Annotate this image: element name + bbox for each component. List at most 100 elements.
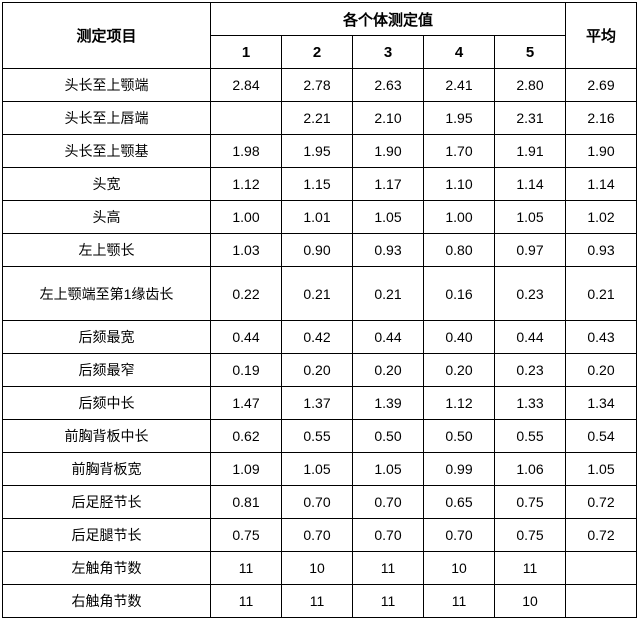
value-cell: 0.40: [423, 320, 495, 354]
value-cell: 1.95: [281, 134, 353, 168]
table-row: 前胸背板宽 1.09 1.05 1.05 0.99 1.06 1.05: [2, 452, 637, 486]
average-cell: 1.05: [565, 452, 637, 486]
value-cell: 1.17: [352, 167, 424, 201]
row-label: 头长至上唇端: [2, 101, 211, 135]
value-cell: 11: [494, 551, 566, 585]
value-cell: 10: [281, 551, 353, 585]
value-cell: 1.05: [352, 200, 424, 234]
row-label: 头宽: [2, 167, 211, 201]
value-cell: 0.50: [423, 419, 495, 453]
header-individual-values: 各个体测定值: [210, 2, 566, 36]
value-cell: 0.50: [352, 419, 424, 453]
row-label: 右触角节数: [2, 584, 211, 618]
table-row: 前胸背板中长 0.62 0.55 0.50 0.50 0.55 0.54: [2, 419, 637, 453]
table-row: 头长至上颚端 2.84 2.78 2.63 2.41 2.80 2.69: [2, 68, 637, 102]
value-cell: 0.44: [210, 320, 282, 354]
value-cell: 11: [352, 551, 424, 585]
value-cell: 1.05: [352, 452, 424, 486]
table-row: 后足腿节长 0.75 0.70 0.70 0.70 0.75 0.72: [2, 518, 637, 552]
value-cell: 2.63: [352, 68, 424, 102]
average-cell: 1.02: [565, 200, 637, 234]
table-row: 后颏最宽 0.44 0.42 0.44 0.40 0.44 0.43: [2, 320, 637, 354]
row-label: 后足腿节长: [2, 518, 211, 552]
value-cell: 0.23: [494, 353, 566, 387]
row-label: 左触角节数: [2, 551, 211, 585]
row-label: 后颏最窄: [2, 353, 211, 387]
value-cell: 1.05: [494, 200, 566, 234]
average-cell: 0.93: [565, 233, 637, 267]
value-cell: 0.75: [210, 518, 282, 552]
table-row: 左上颚长 1.03 0.90 0.93 0.80 0.97 0.93: [2, 233, 637, 267]
value-cell: 0.20: [423, 353, 495, 387]
value-cell: 1.98: [210, 134, 282, 168]
value-cell: 11: [423, 584, 495, 618]
table-row: 头宽 1.12 1.15 1.17 1.10 1.14 1.14: [2, 167, 637, 201]
table-row: 后颏最窄 0.19 0.20 0.20 0.20 0.23 0.20: [2, 353, 637, 387]
row-label: 后颏中长: [2, 386, 211, 420]
average-cell: 0.20: [565, 353, 637, 387]
value-cell: 0.70: [281, 485, 353, 519]
average-cell: 1.34: [565, 386, 637, 420]
value-cell: 0.42: [281, 320, 353, 354]
value-cell: 0.90: [281, 233, 353, 267]
value-cell: 11: [352, 584, 424, 618]
header-average: 平均: [565, 2, 637, 69]
value-cell: 0.55: [281, 419, 353, 453]
value-cell: 0.70: [352, 518, 424, 552]
value-cell: 1.03: [210, 233, 282, 267]
row-label: 左上颚端至第1缘齿长: [2, 266, 211, 321]
value-cell: 1.01: [281, 200, 353, 234]
value-cell: 1.12: [423, 386, 495, 420]
value-cell: 0.21: [281, 266, 353, 321]
table-row: 右触角节数 11 11 11 11 10: [2, 584, 637, 618]
value-cell: 1.39: [352, 386, 424, 420]
value-cell: 0.44: [494, 320, 566, 354]
table-row: 左触角节数 11 10 11 10 11: [2, 551, 637, 585]
value-cell: 2.10: [352, 101, 424, 135]
table-row: 头长至上唇端 2.21 2.10 1.95 2.31 2.16: [2, 101, 637, 135]
value-cell: 0.70: [423, 518, 495, 552]
value-cell: 0.44: [352, 320, 424, 354]
value-cell: 0.23: [494, 266, 566, 321]
header-individual-2: 2: [281, 35, 353, 69]
value-cell: 2.80: [494, 68, 566, 102]
value-cell: 2.31: [494, 101, 566, 135]
value-cell: 1.37: [281, 386, 353, 420]
table-row: 左上颚端至第1缘齿长 0.22 0.21 0.21 0.16 0.23 0.21: [2, 266, 637, 321]
value-cell: 2.84: [210, 68, 282, 102]
value-cell: 1.14: [494, 167, 566, 201]
value-cell: 11: [210, 551, 282, 585]
table-row: 头长至上颚基 1.98 1.95 1.90 1.70 1.91 1.90: [2, 134, 637, 168]
table-row: 后足胫节长 0.81 0.70 0.70 0.65 0.75 0.72: [2, 485, 637, 519]
value-cell: 0.99: [423, 452, 495, 486]
average-cell: [565, 584, 637, 618]
value-cell: 2.41: [423, 68, 495, 102]
average-cell: 0.21: [565, 266, 637, 321]
value-cell: 0.55: [494, 419, 566, 453]
row-label: 前胸背板中长: [2, 419, 211, 453]
header-individual-4: 4: [423, 35, 495, 69]
value-cell: 1.12: [210, 167, 282, 201]
value-cell: 0.81: [210, 485, 282, 519]
header-individual-1: 1: [210, 35, 282, 69]
value-cell: 1.15: [281, 167, 353, 201]
value-cell: 2.78: [281, 68, 353, 102]
value-cell: 1.33: [494, 386, 566, 420]
value-cell: 1.00: [423, 200, 495, 234]
value-cell: 0.20: [352, 353, 424, 387]
value-cell: 0.70: [352, 485, 424, 519]
value-cell: 1.95: [423, 101, 495, 135]
value-cell: 11: [281, 584, 353, 618]
average-cell: 2.16: [565, 101, 637, 135]
row-label: 后颏最宽: [2, 320, 211, 354]
value-cell: 0.93: [352, 233, 424, 267]
value-cell: 0.20: [281, 353, 353, 387]
value-cell: 0.97: [494, 233, 566, 267]
value-cell: 10: [423, 551, 495, 585]
value-cell: [210, 101, 282, 135]
value-cell: 0.75: [494, 485, 566, 519]
value-cell: 2.21: [281, 101, 353, 135]
value-cell: 1.91: [494, 134, 566, 168]
table-row: 头高 1.00 1.01 1.05 1.00 1.05 1.02: [2, 200, 637, 234]
